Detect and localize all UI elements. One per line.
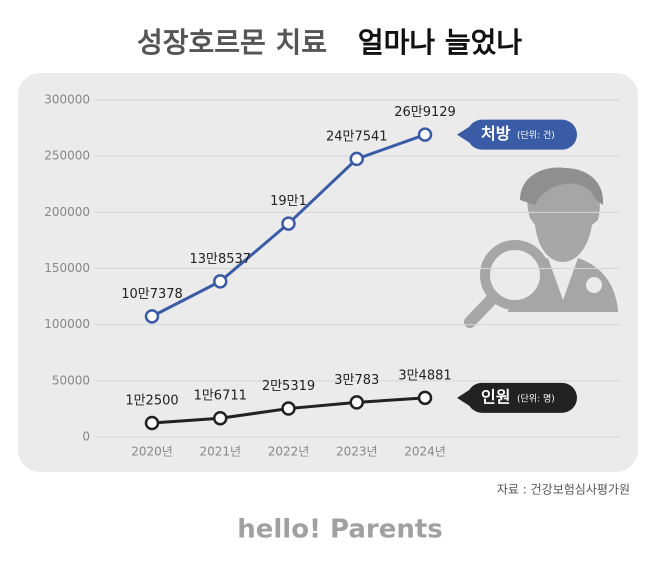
value-label: 26만9129	[394, 105, 456, 120]
value-label: 13만8537	[189, 252, 251, 267]
x-tick-label: 2023년	[336, 445, 378, 459]
source: 자료 : 건강보험심사평가원	[497, 483, 630, 497]
point	[281, 401, 296, 416]
x-tick-label: 2021년	[199, 445, 241, 459]
point	[213, 410, 228, 426]
panel	[18, 73, 638, 472]
point	[144, 309, 160, 324]
point	[349, 151, 364, 167]
y-tick-label: 0	[82, 430, 90, 444]
y-tick-label: 200000	[44, 205, 90, 219]
legend-badge	[457, 125, 471, 144]
legend-badge	[467, 382, 577, 413]
point	[349, 395, 364, 410]
point	[144, 415, 160, 431]
x-tick-label: 2022년	[268, 445, 310, 459]
point	[281, 216, 296, 231]
value-label: 10만7378	[121, 287, 183, 302]
brand: hello! Parents	[237, 515, 443, 545]
y-tick-label: 150000	[44, 261, 90, 275]
value-label: 19만1	[270, 194, 307, 209]
x-tick-label: 2020년	[131, 445, 173, 459]
value-label: 3만783	[334, 373, 379, 388]
point	[417, 127, 433, 142]
y-tick-label: 100000	[44, 317, 90, 331]
y-tick-label: 50000	[52, 373, 90, 387]
value-label: 24만7541	[326, 129, 388, 144]
point	[417, 390, 433, 406]
y-tick-label: 300000	[44, 93, 90, 107]
point	[213, 274, 228, 289]
y-tick-label: 250000	[44, 149, 90, 163]
legend-unit: (단위: 건)	[517, 130, 555, 141]
value-label: 1만2500	[125, 393, 178, 408]
chart-title: 성장호르몬 치료	[137, 26, 327, 59]
value-label: 3만4881	[398, 368, 451, 383]
legend-label: 인원	[481, 387, 510, 406]
legend-label: 처방	[481, 124, 511, 143]
chart-title-emphasis: 얼마나 늘었나	[358, 26, 523, 59]
value-label: 1만6711	[194, 389, 247, 404]
doctor-icon	[464, 167, 618, 328]
x-tick-label: 2024년	[404, 445, 446, 459]
legend-badge	[467, 119, 577, 150]
value-label: 2만5319	[262, 379, 315, 394]
legend-unit: (단위: 명)	[517, 393, 555, 404]
legend-badge	[457, 388, 471, 407]
